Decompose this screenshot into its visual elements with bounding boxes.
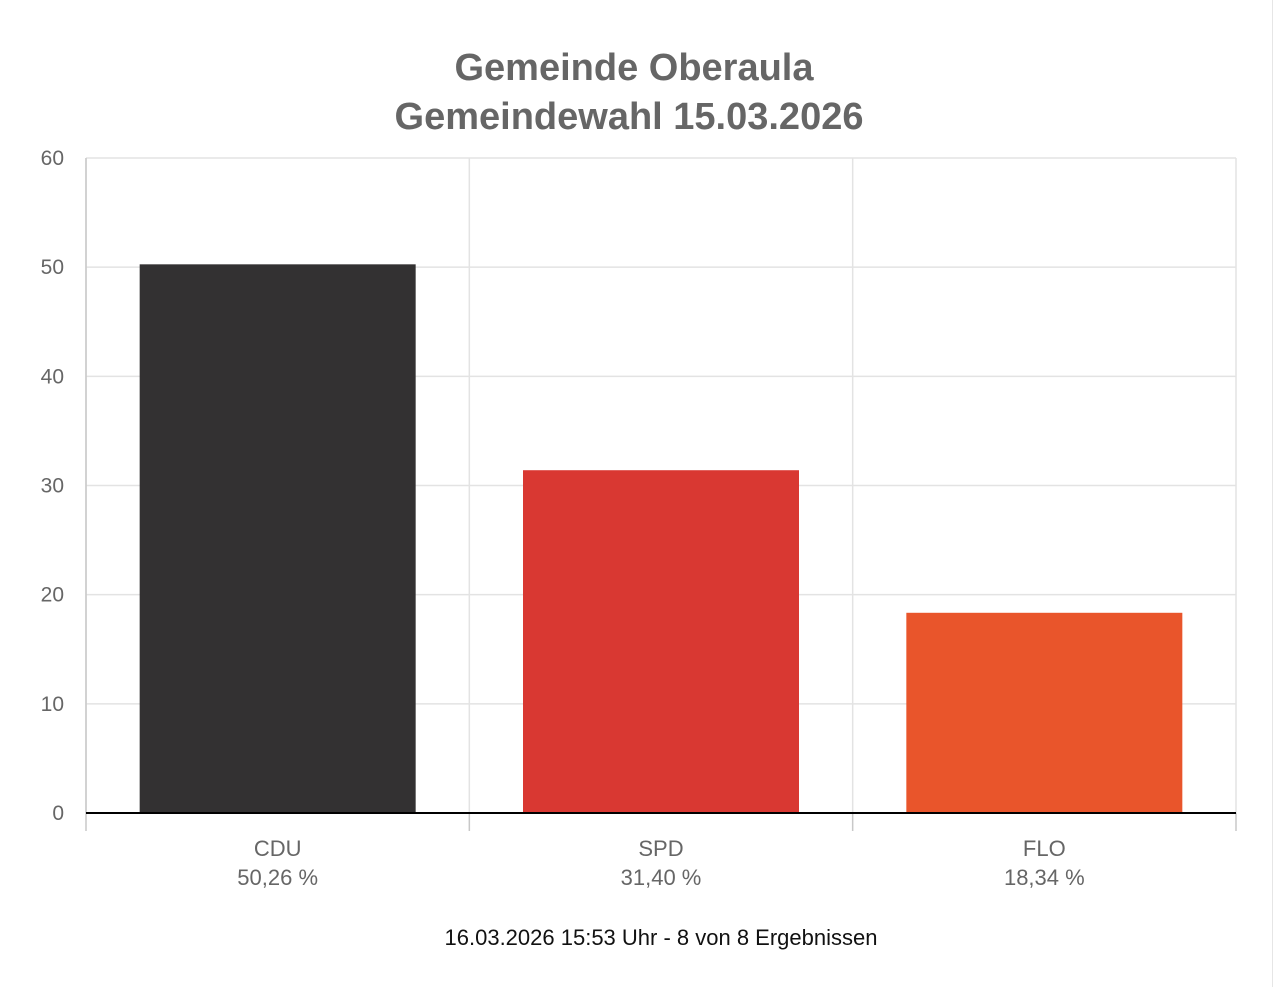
right-edge-border <box>1272 0 1282 987</box>
x-axis-labels: CDU 50,26 % SPD 31,40 % FLO 18,34 % <box>237 836 1084 890</box>
y-tick-label-10: 10 <box>41 693 64 716</box>
bar-spd <box>523 470 799 813</box>
y-tick-label-50: 50 <box>41 256 64 279</box>
result-footer: 16.03.2026 15:53 Uhr - 8 von 8 Ergebniss… <box>445 925 878 950</box>
x-value-label-cdu: 50,26 % <box>237 865 318 890</box>
y-axis-ticks: 0 10 20 30 40 50 60 <box>41 147 64 825</box>
y-tick-label-30: 30 <box>41 475 64 498</box>
bar-flo <box>906 612 1183 813</box>
x-value-label-flo: 18,34 % <box>1004 865 1085 890</box>
y-tick-label-40: 40 <box>41 365 64 388</box>
y-tick-label-0: 0 <box>52 802 64 825</box>
axes <box>85 158 1237 831</box>
chart-title-line-1: Gemeinde Oberaula <box>454 47 814 89</box>
chart-title-line-2: Gemeindewahl 15.03.2026 <box>395 96 864 138</box>
bar-cdu <box>139 264 416 813</box>
y-tick-label-60: 60 <box>41 147 64 170</box>
x-category-label-spd: SPD <box>638 836 683 861</box>
x-value-label-spd: 31,40 % <box>621 865 702 890</box>
x-category-label-cdu: CDU <box>254 836 302 861</box>
bars <box>139 264 1183 813</box>
x-category-label-flo: FLO <box>1023 836 1066 861</box>
y-tick-label-20: 20 <box>41 584 64 607</box>
